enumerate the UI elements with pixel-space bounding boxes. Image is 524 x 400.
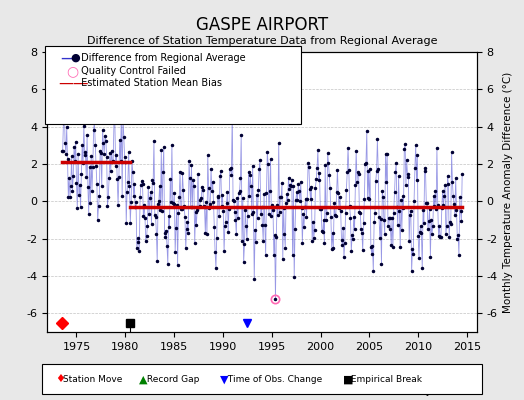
Text: Difference of Station Temperature Data from Regional Average: Difference of Station Temperature Data f…	[87, 36, 437, 46]
Text: ■: ■	[343, 374, 354, 384]
Text: ●: ●	[71, 53, 81, 63]
Text: ○: ○	[66, 64, 78, 78]
Text: ▼: ▼	[220, 374, 228, 384]
Text: ——: ——	[59, 76, 89, 91]
Text: Quality Control Failed: Quality Control Failed	[78, 66, 185, 76]
Text: Station Move: Station Move	[60, 375, 123, 384]
Text: GASPE AIRPORT: GASPE AIRPORT	[196, 16, 328, 34]
Text: Time of Obs. Change: Time of Obs. Change	[225, 375, 323, 384]
Text: ▲: ▲	[139, 374, 147, 384]
Text: Berkeley Earth: Berkeley Earth	[389, 386, 461, 396]
Text: ♦: ♦	[55, 374, 65, 384]
Y-axis label: Monthly Temperature Anomaly Difference (°C): Monthly Temperature Anomaly Difference (…	[503, 71, 513, 313]
Text: Record Gap: Record Gap	[144, 375, 200, 384]
Text: —: —	[60, 49, 77, 67]
Text: Difference from Regional Average: Difference from Regional Average	[78, 53, 245, 63]
Text: Estimated Station Mean Bias: Estimated Station Mean Bias	[78, 78, 222, 88]
Text: Empirical Break: Empirical Break	[348, 375, 422, 384]
